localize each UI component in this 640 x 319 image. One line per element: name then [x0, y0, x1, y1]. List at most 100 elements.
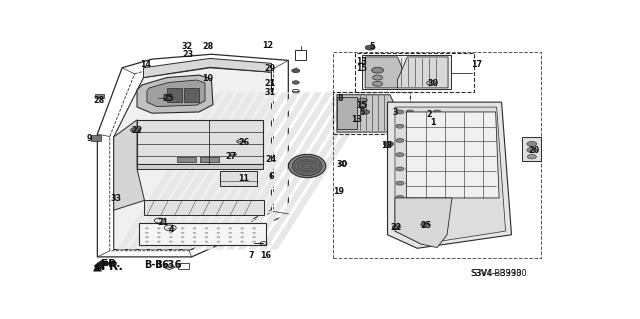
Circle shape: [181, 236, 184, 238]
Circle shape: [157, 241, 161, 242]
Text: 23: 23: [182, 50, 194, 59]
Circle shape: [433, 153, 441, 157]
Ellipse shape: [292, 156, 322, 175]
Circle shape: [406, 110, 414, 114]
Text: 28: 28: [202, 42, 214, 51]
Ellipse shape: [414, 119, 435, 122]
Text: 12: 12: [262, 41, 273, 50]
Polygon shape: [138, 223, 266, 245]
Circle shape: [406, 167, 414, 171]
Circle shape: [359, 103, 367, 107]
Text: 29: 29: [264, 64, 276, 73]
Polygon shape: [397, 57, 448, 88]
Circle shape: [205, 232, 208, 234]
Circle shape: [396, 138, 404, 142]
Polygon shape: [248, 92, 355, 249]
Text: 10: 10: [202, 74, 214, 83]
Polygon shape: [117, 92, 224, 249]
Text: 22: 22: [131, 126, 143, 135]
Circle shape: [406, 138, 414, 142]
Circle shape: [229, 241, 232, 242]
Text: 31: 31: [264, 88, 275, 97]
Circle shape: [396, 181, 404, 185]
Text: 5: 5: [369, 42, 374, 51]
Text: 9: 9: [86, 135, 92, 144]
Text: 33: 33: [110, 194, 121, 203]
Circle shape: [169, 236, 172, 238]
Circle shape: [169, 232, 172, 234]
Circle shape: [433, 110, 441, 114]
Text: 22: 22: [391, 223, 402, 233]
Circle shape: [229, 228, 232, 229]
Text: 15: 15: [356, 100, 367, 110]
Bar: [184, 88, 199, 102]
Polygon shape: [237, 92, 344, 249]
Polygon shape: [172, 92, 278, 249]
Circle shape: [406, 181, 414, 185]
Circle shape: [241, 236, 244, 238]
Circle shape: [389, 109, 401, 115]
Bar: [91, 135, 101, 141]
Polygon shape: [227, 92, 333, 249]
Polygon shape: [114, 68, 271, 249]
Text: 32: 32: [181, 42, 192, 51]
Circle shape: [420, 223, 429, 226]
Circle shape: [217, 241, 220, 242]
Circle shape: [372, 67, 383, 73]
Text: 15: 15: [356, 64, 367, 73]
Polygon shape: [137, 120, 262, 164]
Circle shape: [229, 236, 232, 238]
Circle shape: [361, 110, 370, 114]
Polygon shape: [193, 92, 300, 249]
Circle shape: [217, 232, 220, 234]
Circle shape: [131, 128, 141, 133]
Circle shape: [396, 153, 404, 157]
Polygon shape: [362, 56, 451, 89]
Circle shape: [433, 196, 441, 199]
Circle shape: [193, 241, 196, 242]
Polygon shape: [147, 80, 205, 107]
Polygon shape: [128, 92, 235, 249]
Circle shape: [253, 241, 255, 242]
Polygon shape: [337, 97, 356, 129]
Circle shape: [241, 228, 244, 229]
Circle shape: [157, 232, 161, 234]
Polygon shape: [270, 92, 376, 249]
Text: 21: 21: [264, 79, 276, 88]
Ellipse shape: [414, 111, 429, 115]
Circle shape: [193, 232, 196, 234]
Circle shape: [253, 236, 255, 238]
Circle shape: [205, 236, 208, 238]
Text: 7: 7: [248, 251, 254, 260]
Circle shape: [396, 124, 404, 128]
Circle shape: [406, 153, 414, 157]
Polygon shape: [145, 200, 264, 215]
Polygon shape: [522, 137, 541, 161]
Text: 14: 14: [140, 60, 152, 69]
Text: 1: 1: [431, 118, 436, 127]
Text: 13: 13: [356, 57, 367, 66]
Polygon shape: [259, 92, 365, 249]
Circle shape: [217, 228, 220, 229]
Circle shape: [372, 81, 383, 86]
Text: 17: 17: [471, 60, 483, 69]
Circle shape: [253, 232, 255, 234]
Polygon shape: [395, 198, 452, 248]
Text: 3: 3: [392, 108, 397, 117]
Circle shape: [169, 228, 172, 229]
Circle shape: [372, 75, 383, 80]
Circle shape: [163, 95, 173, 100]
Circle shape: [406, 196, 414, 199]
Circle shape: [193, 228, 196, 229]
Circle shape: [145, 232, 148, 234]
Circle shape: [217, 236, 220, 238]
Text: 4: 4: [169, 225, 175, 234]
Polygon shape: [139, 92, 246, 249]
Text: 8: 8: [337, 94, 343, 103]
Circle shape: [365, 45, 375, 50]
Text: 25: 25: [420, 221, 432, 230]
Polygon shape: [216, 92, 322, 249]
Text: 13: 13: [351, 115, 362, 124]
Circle shape: [253, 228, 255, 229]
Circle shape: [527, 154, 536, 159]
